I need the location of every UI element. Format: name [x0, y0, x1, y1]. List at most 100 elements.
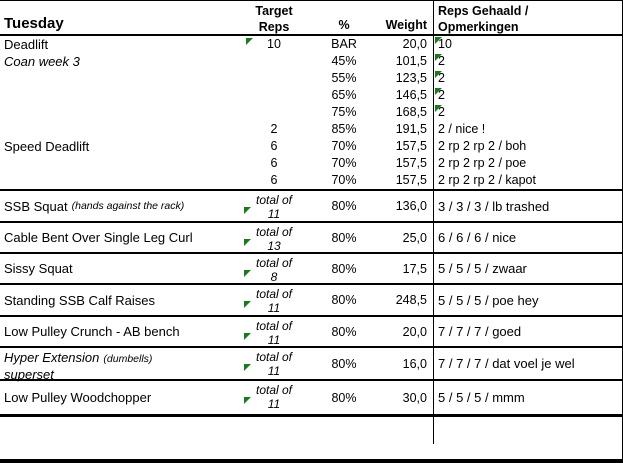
cell-target-reps[interactable]: 2: [236, 121, 312, 138]
cell-target-reps[interactable]: 6: [236, 138, 312, 155]
cell-reps-comment[interactable]: 2: [433, 87, 623, 104]
cell-exercise[interactable]: Speed Deadlift: [0, 138, 236, 155]
cell-percent[interactable]: 80%: [312, 285, 376, 315]
cell-exercise[interactable]: Hyper Extension (dumbells) superset: [0, 348, 236, 382]
exercise-name: Low Pulley Crunch - AB bench: [4, 324, 180, 339]
cell-reps-comment[interactable]: 2 rp 2 rp 2 / boh: [433, 138, 623, 155]
cell-weight[interactable]: 157,5: [376, 155, 433, 172]
cell-weight[interactable]: 191,5: [376, 121, 433, 138]
cell-exercise[interactable]: Deadlift: [0, 36, 236, 53]
cell-weight[interactable]: 248,5: [376, 285, 433, 315]
cell-exercise[interactable]: Cable Bent Over Single Leg Curl: [0, 223, 236, 252]
cell-reps-comment[interactable]: 5 / 5 / 5 / mmm: [433, 381, 623, 414]
cell-target-reps[interactable]: 6: [236, 155, 312, 172]
cell-percent[interactable]: BAR: [312, 36, 376, 53]
cell-percent[interactable]: 70%: [312, 138, 376, 155]
header-percent[interactable]: %: [338, 18, 350, 32]
cell-percent[interactable]: 80%: [312, 254, 376, 283]
cell-exercise[interactable]: [0, 417, 236, 444]
cell-exercise[interactable]: [0, 70, 236, 87]
cell-target-reps[interactable]: total of 8: [236, 254, 312, 284]
cell-target-reps[interactable]: [236, 70, 312, 87]
cell-reps-comment[interactable]: 3 / 3 / 3 / lb trashed: [433, 191, 623, 221]
total-value: 11: [267, 207, 281, 221]
cell-weight[interactable]: 20,0: [376, 36, 433, 53]
cell-weight[interactable]: 146,5: [376, 87, 433, 104]
day-header-cell[interactable]: Tuesday: [0, 1, 236, 34]
cell-weight[interactable]: 20,0: [376, 317, 433, 346]
cell-percent[interactable]: 85%: [312, 121, 376, 138]
cell-exercise[interactable]: Low Pulley Crunch - AB bench: [0, 317, 236, 346]
cell-target-reps[interactable]: 10: [236, 36, 312, 53]
cell-target-reps[interactable]: total of 11: [236, 191, 312, 221]
cell-percent[interactable]: 45%: [312, 53, 376, 70]
weight-value: 146,5: [395, 88, 427, 102]
cell-weight[interactable]: 157,5: [376, 138, 433, 155]
cell-reps-comment[interactable]: 7 / 7 / 7 / dat voel je wel: [433, 348, 623, 379]
header-reps-opmerkingen[interactable]: Reps Gehaald / Opmerkingen: [433, 1, 623, 34]
cell-target-reps[interactable]: total of 11: [236, 317, 312, 347]
cell-exercise[interactable]: [0, 104, 236, 121]
cell-target-reps[interactable]: [236, 104, 312, 121]
cell-reps-comment[interactable]: 2 / nice !: [433, 121, 623, 138]
cell-percent[interactable]: 80%: [312, 381, 376, 414]
cell-target-reps[interactable]: total of 13: [236, 223, 312, 253]
total-value: 11: [267, 301, 281, 315]
cell-reps-comment[interactable]: 6 / 6 / 6 / nice: [433, 223, 623, 252]
cell-percent[interactable]: 80%: [312, 317, 376, 346]
cell-weight[interactable]: 101,5: [376, 53, 433, 70]
cell-exercise[interactable]: [0, 87, 236, 104]
cell-percent[interactable]: 80%: [312, 191, 376, 221]
cell-reps-comment[interactable]: 5 / 5 / 5 / zwaar: [433, 254, 623, 283]
cell-percent[interactable]: 80%: [312, 348, 376, 379]
cell-weight[interactable]: [376, 417, 433, 444]
header-target-reps[interactable]: Target Reps: [236, 1, 312, 34]
reps-comment-value: 5 / 5 / 5 / zwaar: [438, 261, 527, 276]
cell-weight[interactable]: 16,0: [376, 348, 433, 379]
cell-exercise[interactable]: Standing SSB Calf Raises: [0, 285, 236, 315]
cell-percent[interactable]: 75%: [312, 104, 376, 121]
cell-percent[interactable]: 80%: [312, 223, 376, 252]
cell-weight[interactable]: 157,5: [376, 172, 433, 189]
cell-target-reps[interactable]: [236, 87, 312, 104]
cell-percent[interactable]: 70%: [312, 172, 376, 189]
total-of-label: total of: [255, 225, 293, 239]
cell-target-reps[interactable]: [236, 417, 312, 444]
cell-reps-comment[interactable]: 2: [433, 53, 623, 70]
cell-percent[interactable]: 55%: [312, 70, 376, 87]
cell-reps-comment[interactable]: 2: [433, 104, 623, 121]
cell-target-reps[interactable]: total of 11: [236, 381, 312, 414]
cell-reps-comment[interactable]: 2 rp 2 rp 2 / poe: [433, 155, 623, 172]
cell-exercise[interactable]: Sissy Squat: [0, 254, 236, 283]
cell-exercise[interactable]: Low Pulley Woodchopper: [0, 381, 236, 414]
cell-percent[interactable]: 65%: [312, 87, 376, 104]
cell-reps-comment[interactable]: 7 / 7 / 7 / goed: [433, 317, 623, 346]
cell-reps-comment[interactable]: [433, 417, 623, 444]
cell-weight[interactable]: 136,0: [376, 191, 433, 221]
cell-reps-comment[interactable]: 2 rp 2 rp 2 / kapot: [433, 172, 623, 189]
cell-reps-comment[interactable]: 2: [433, 70, 623, 87]
cell-reps-comment[interactable]: 5 / 5 / 5 / poe hey: [433, 285, 623, 315]
cell-weight[interactable]: 123,5: [376, 70, 433, 87]
reps-comment-value: 7 / 7 / 7 / dat voel je wel: [438, 356, 575, 371]
cell-exercise[interactable]: [0, 172, 236, 189]
cell-target-reps[interactable]: total of 11: [236, 348, 312, 379]
cell-target-reps[interactable]: total of 11: [236, 285, 312, 315]
cell-percent[interactable]: [312, 417, 376, 444]
cell-weight[interactable]: 168,5: [376, 104, 433, 121]
cell-weight[interactable]: 17,5: [376, 254, 433, 283]
cell-target-reps[interactable]: 6: [236, 172, 312, 189]
header-weight[interactable]: Weight: [385, 18, 427, 32]
cell-reps-comment[interactable]: 10: [433, 36, 623, 53]
table-row: Cable Bent Over Single Leg Curl total of…: [0, 223, 623, 254]
cell-exercise[interactable]: [0, 121, 236, 138]
cell-exercise[interactable]: SSB Squat (hands against the rack): [0, 191, 236, 221]
cell-exercise[interactable]: [0, 155, 236, 172]
bottom-border: [0, 459, 623, 463]
cell-target-reps[interactable]: [236, 53, 312, 70]
total-of-label: total of: [255, 319, 293, 333]
cell-exercise[interactable]: Coan week 3: [0, 53, 236, 70]
cell-weight[interactable]: 25,0: [376, 223, 433, 252]
cell-percent[interactable]: 70%: [312, 155, 376, 172]
cell-weight[interactable]: 30,0: [376, 381, 433, 414]
